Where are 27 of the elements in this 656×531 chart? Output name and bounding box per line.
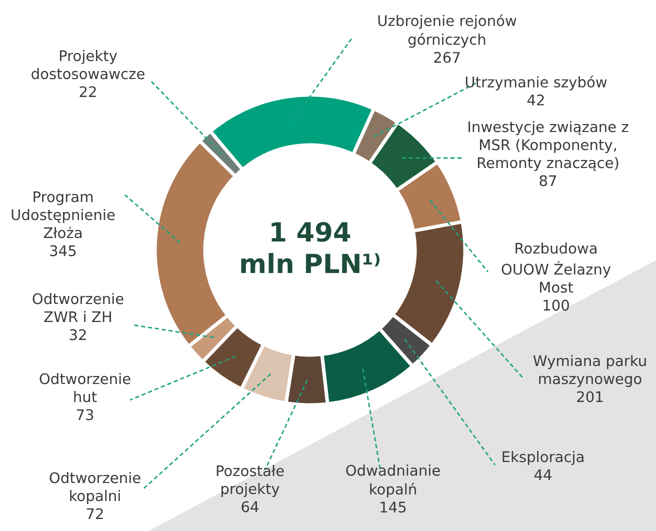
slice-label: Odtworzenie ZWR i ZH — [32, 292, 124, 322]
data-label: 73 — [76, 409, 94, 420]
data-label: 100 — [544, 300, 569, 311]
slice-label: Utrzymanie szybów — [466, 76, 607, 90]
slice-label: Odtworzenie hut — [40, 372, 130, 402]
slice-label: Rozbudowa OUOW Żelazny Most — [502, 242, 611, 293]
data-label: 64 — [242, 501, 258, 512]
slice-label: Odwadnianie kopalń — [346, 464, 440, 498]
slice-label: Eksploracja — [502, 450, 584, 466]
data-label: 22 — [80, 86, 96, 98]
data-label: 201 — [577, 391, 603, 402]
slice-label: Odtworzenie kopalni — [50, 472, 140, 504]
data-label: 87 — [540, 175, 556, 186]
slice-label: Wymiana parku maszynowego — [533, 354, 646, 388]
data-label: 32 — [70, 329, 86, 340]
data-label: 267 — [434, 52, 460, 63]
data-label: 44 — [534, 469, 552, 480]
slice-label: Inwestycje związane z MSR (Komponenty, Remonty znaczące) — [468, 120, 628, 172]
slice-label: Projekty dostosowawcze — [32, 50, 144, 80]
data-label: 145 — [380, 502, 406, 513]
slice-label: Pozostałe projekty — [216, 464, 284, 498]
data-label: 42 — [527, 94, 544, 106]
data-label: 345 — [50, 245, 76, 256]
data-label: 72 — [86, 508, 103, 520]
slice-label: Program Udostępnienie Złoża — [12, 191, 115, 238]
text: 1 494 mln PLN¹⁾ — [241, 222, 380, 274]
slice-label: Uzbrojenie rejonów górniczych — [378, 14, 516, 48]
